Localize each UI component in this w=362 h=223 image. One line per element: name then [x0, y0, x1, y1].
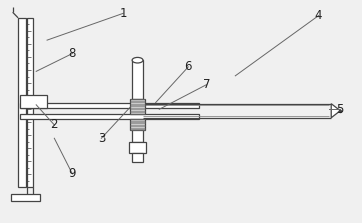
Text: 2: 2 — [51, 118, 58, 131]
Text: 4: 4 — [315, 9, 322, 22]
Text: 5: 5 — [337, 103, 344, 116]
Bar — [18, 18, 26, 187]
Text: 6: 6 — [185, 60, 192, 73]
Text: 3: 3 — [98, 132, 105, 145]
Polygon shape — [331, 104, 340, 118]
Text: 8: 8 — [69, 47, 76, 60]
Bar — [11, 194, 40, 201]
Bar — [20, 114, 199, 119]
Bar — [27, 18, 33, 187]
Bar — [132, 130, 143, 142]
Bar — [130, 119, 145, 130]
Bar — [130, 99, 145, 114]
Text: 9: 9 — [69, 167, 76, 180]
Bar — [132, 153, 143, 162]
Text: 7: 7 — [203, 78, 210, 91]
Bar — [20, 95, 47, 108]
Bar — [28, 103, 33, 106]
Bar — [20, 103, 199, 108]
Bar — [129, 142, 146, 153]
Bar — [132, 60, 143, 99]
Ellipse shape — [132, 58, 143, 63]
Text: 1: 1 — [119, 7, 127, 20]
